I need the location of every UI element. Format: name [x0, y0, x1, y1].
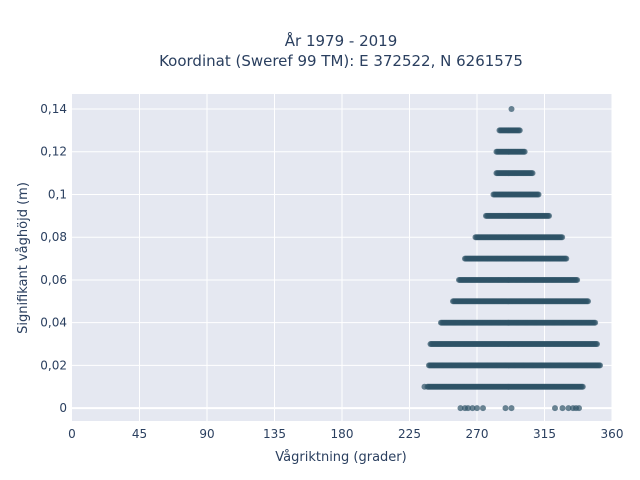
x-tick-label: 45 [132, 427, 147, 441]
data-point [502, 405, 509, 412]
chart-title-line2: Koordinat (Sweref 99 TM): E 372522, N 62… [159, 52, 523, 70]
data-point [559, 405, 566, 412]
data-point [559, 234, 566, 241]
x-tick-label: 90 [199, 427, 214, 441]
y-tick-label: 0,02 [40, 358, 67, 372]
data-point [457, 405, 464, 412]
chart-title-line1: År 1979 - 2019 [285, 31, 398, 50]
y-tick-label: 0,04 [40, 316, 67, 330]
chart-title: År 1979 - 2019 Koordinat (Sweref 99 TM):… [159, 31, 523, 70]
x-tick-label: 225 [398, 427, 421, 441]
data-point [597, 362, 603, 369]
data-point [565, 405, 572, 412]
data-point [521, 148, 528, 155]
y-tick-label: 0 [59, 401, 67, 415]
data-point [465, 405, 471, 412]
data-points [421, 105, 603, 412]
x-axis-ticks: 0 45 90 135 180 225 270 315 360 [68, 427, 623, 441]
y-tick-label: 0,08 [40, 230, 67, 244]
x-tick-label: 270 [466, 427, 489, 441]
y-axis-label: Signifikant våghöjd (m) [16, 182, 31, 334]
data-point [529, 170, 536, 177]
data-point [585, 298, 591, 305]
data-point [546, 212, 552, 219]
data-point [469, 405, 476, 412]
data-point [508, 405, 515, 412]
data-point [563, 255, 570, 262]
data-point [516, 127, 523, 134]
x-tick-label: 0 [68, 427, 76, 441]
data-point [474, 405, 480, 412]
data-point [421, 383, 428, 390]
y-axis-ticks: 0 0,02 0,04 0,06 0,08 0,1 0,12 0,14 [40, 102, 67, 415]
data-point [576, 405, 582, 412]
data-point [552, 405, 558, 412]
data-point [480, 405, 486, 412]
x-tick-label: 180 [331, 427, 354, 441]
data-point [579, 383, 586, 390]
x-axis-label: Vågriktning (grader) [275, 450, 406, 465]
y-tick-label: 0,12 [40, 145, 67, 159]
data-point [535, 191, 542, 198]
y-tick-label: 0,14 [40, 102, 67, 116]
data-point [594, 341, 600, 348]
data-point [574, 276, 581, 283]
y-tick-label: 0,06 [40, 273, 67, 287]
x-tick-label: 315 [533, 427, 556, 441]
data-point [592, 319, 599, 326]
data-point [508, 105, 515, 112]
x-tick-label: 135 [263, 427, 286, 441]
x-tick-label: 360 [601, 427, 624, 441]
y-tick-label: 0,1 [48, 187, 67, 201]
